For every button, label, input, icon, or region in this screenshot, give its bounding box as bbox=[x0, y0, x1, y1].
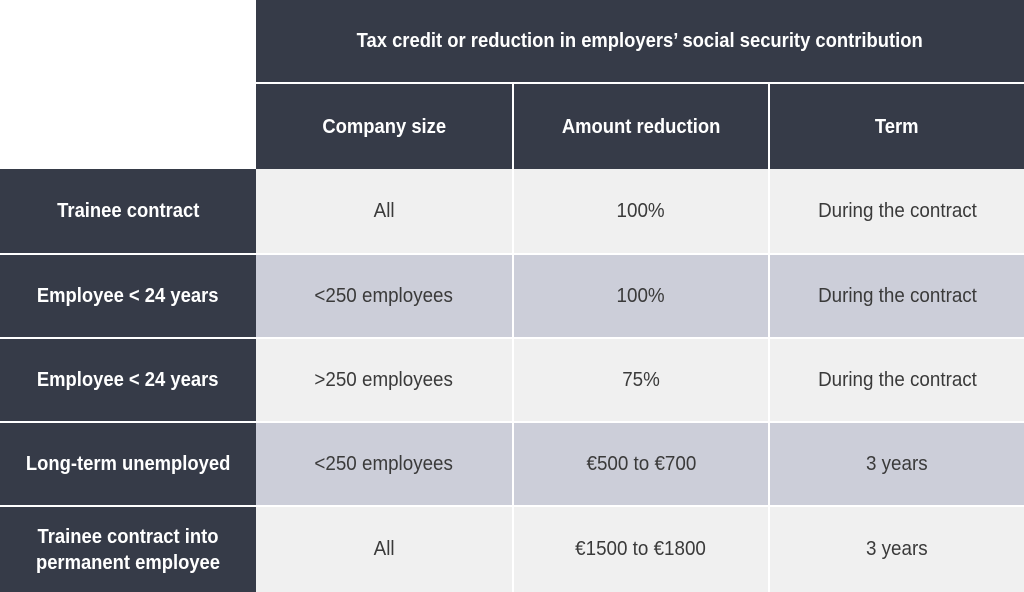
column-header-label: Term bbox=[875, 115, 919, 138]
cell-value: <250 employees bbox=[314, 452, 454, 475]
table-cell: <250 employees bbox=[256, 253, 512, 337]
column-header-term: Term bbox=[768, 84, 1024, 169]
cell-value: During the contract bbox=[817, 284, 977, 307]
cell-value: 100% bbox=[616, 284, 666, 307]
table-cell: 3 years bbox=[768, 421, 1024, 505]
cell-value: >250 employees bbox=[314, 368, 454, 391]
row-header: Employee < 24 years bbox=[0, 253, 256, 337]
cell-value: All bbox=[373, 538, 395, 561]
table-cell: 3 years bbox=[768, 505, 1024, 592]
cell-value: All bbox=[373, 199, 395, 222]
group-header: Tax credit or reduction in employers’ so… bbox=[256, 0, 1024, 84]
group-header-label: Tax credit or reduction in employers’ so… bbox=[356, 30, 924, 52]
row-header: Trainee contract bbox=[0, 169, 256, 253]
table-cell: €500 to €700 bbox=[512, 421, 768, 505]
table-cell: During the contract bbox=[768, 253, 1024, 337]
cell-value: 100% bbox=[616, 199, 666, 222]
cell-value: €500 to €700 bbox=[586, 452, 696, 475]
table-cell: €1500 to €1800 bbox=[512, 505, 768, 592]
row-header-label: Long-term unemployed bbox=[25, 453, 231, 475]
row-header-label: Trainee contract bbox=[56, 200, 200, 222]
cell-value: <250 employees bbox=[314, 284, 454, 307]
table-cell: <250 employees bbox=[256, 421, 512, 505]
row-header: Trainee contract into permanent employee bbox=[0, 505, 256, 592]
row-header: Employee < 24 years bbox=[0, 337, 256, 421]
row-header-label: Trainee contract into permanent employee bbox=[35, 525, 221, 574]
table-cell: >250 employees bbox=[256, 337, 512, 421]
cell-value: €1500 to €1800 bbox=[575, 538, 707, 561]
cell-value: 3 years bbox=[866, 452, 928, 475]
table-cell: 75% bbox=[512, 337, 768, 421]
row-header-label: Employee < 24 years bbox=[37, 285, 219, 307]
column-header-company-size: Company size bbox=[256, 84, 512, 169]
row-header: Long-term unemployed bbox=[0, 421, 256, 505]
cell-value: During the contract bbox=[817, 199, 977, 222]
table-cell: All bbox=[256, 169, 512, 253]
cell-value: 3 years bbox=[866, 538, 928, 561]
corner-blank-cell bbox=[0, 0, 256, 169]
column-header-label: Company size bbox=[322, 115, 446, 138]
table-cell: During the contract bbox=[768, 337, 1024, 421]
table-cell: All bbox=[256, 505, 512, 592]
row-header-label: Employee < 24 years bbox=[37, 369, 219, 391]
column-header-label: Amount reduction bbox=[561, 115, 721, 138]
column-header-amount-reduction: Amount reduction bbox=[512, 84, 768, 169]
table-cell: 100% bbox=[512, 169, 768, 253]
cell-value: During the contract bbox=[817, 368, 977, 391]
table-cell: 100% bbox=[512, 253, 768, 337]
table-cell: During the contract bbox=[768, 169, 1024, 253]
cell-value: 75% bbox=[622, 368, 660, 391]
